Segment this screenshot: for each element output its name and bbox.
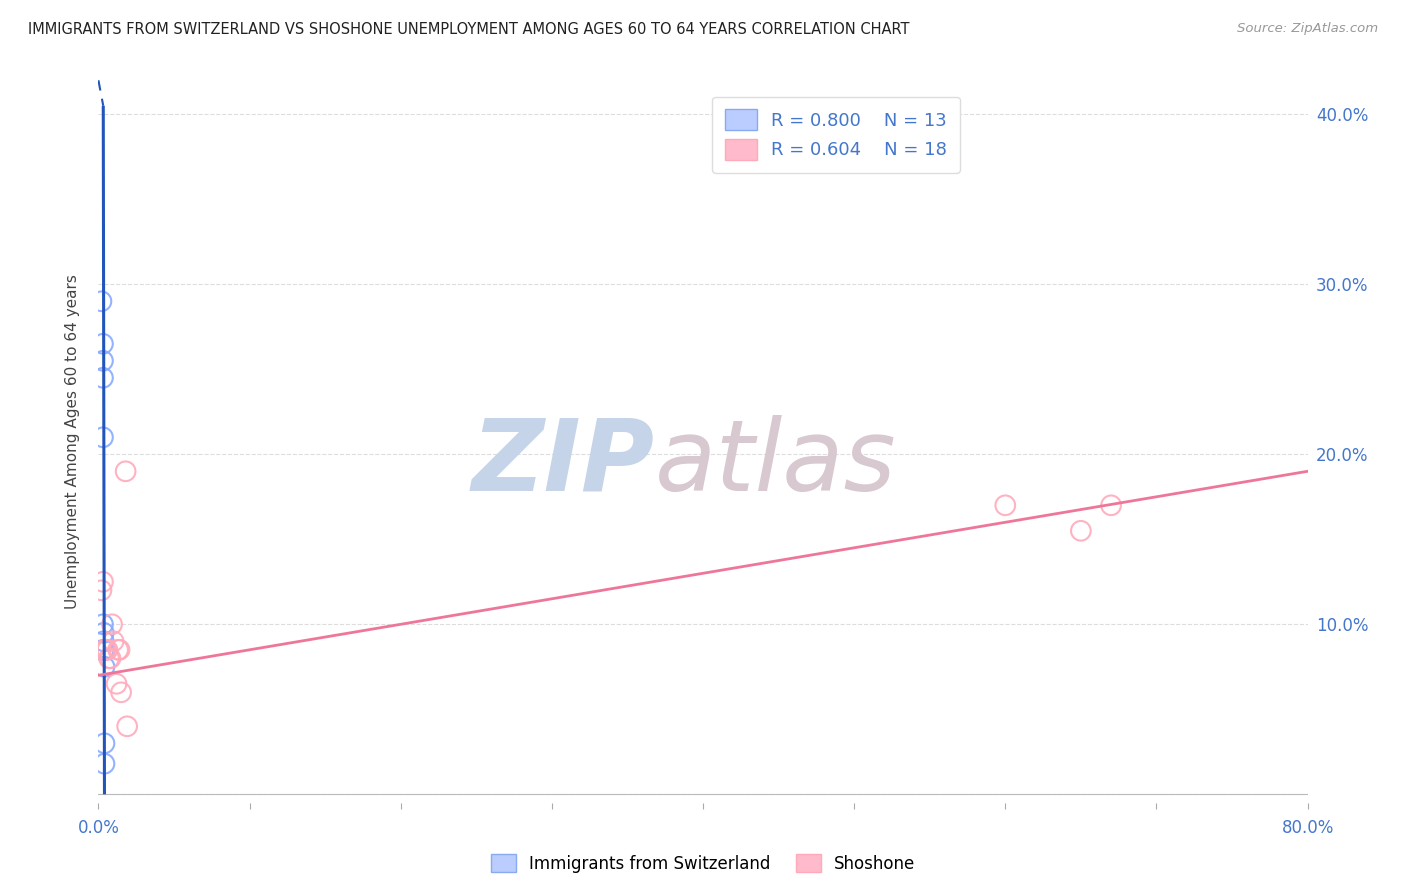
Point bbox=[93, 642, 115, 657]
Text: atlas: atlas bbox=[655, 415, 896, 512]
Point bbox=[100, 651, 122, 665]
Point bbox=[110, 685, 132, 699]
Point bbox=[96, 642, 118, 657]
Point bbox=[93, 736, 115, 750]
Text: IMMIGRANTS FROM SWITZERLAND VS SHOSHONE UNEMPLOYMENT AMONG AGES 60 TO 64 YEARS C: IMMIGRANTS FROM SWITZERLAND VS SHOSHONE … bbox=[28, 22, 910, 37]
Point bbox=[1099, 498, 1122, 512]
Point bbox=[91, 430, 114, 444]
Point bbox=[91, 371, 114, 385]
Legend: R = 0.800    N = 13, R = 0.604    N = 18: R = 0.800 N = 13, R = 0.604 N = 18 bbox=[711, 96, 960, 172]
Point bbox=[91, 617, 114, 632]
Point bbox=[105, 677, 128, 691]
Point bbox=[101, 617, 124, 632]
Text: ZIP: ZIP bbox=[471, 415, 655, 512]
Text: Source: ZipAtlas.com: Source: ZipAtlas.com bbox=[1237, 22, 1378, 36]
Point bbox=[93, 756, 115, 771]
Point bbox=[93, 642, 115, 657]
Point bbox=[91, 336, 114, 351]
Point bbox=[91, 574, 114, 589]
Y-axis label: Unemployment Among Ages 60 to 64 years: Unemployment Among Ages 60 to 64 years bbox=[65, 274, 80, 609]
Point bbox=[108, 642, 131, 657]
Point bbox=[93, 625, 115, 640]
Point bbox=[91, 353, 114, 368]
Point bbox=[93, 642, 115, 657]
Point bbox=[994, 498, 1017, 512]
Point bbox=[90, 583, 112, 598]
Point bbox=[90, 294, 112, 309]
Point bbox=[98, 651, 121, 665]
Point bbox=[114, 464, 136, 478]
Point bbox=[94, 642, 117, 657]
Legend: Immigrants from Switzerland, Shoshone: Immigrants from Switzerland, Shoshone bbox=[484, 847, 922, 880]
Point bbox=[115, 719, 138, 733]
Point bbox=[107, 642, 129, 657]
Point bbox=[93, 634, 115, 648]
Point bbox=[103, 634, 125, 648]
Point bbox=[1070, 524, 1092, 538]
Point bbox=[93, 660, 115, 674]
